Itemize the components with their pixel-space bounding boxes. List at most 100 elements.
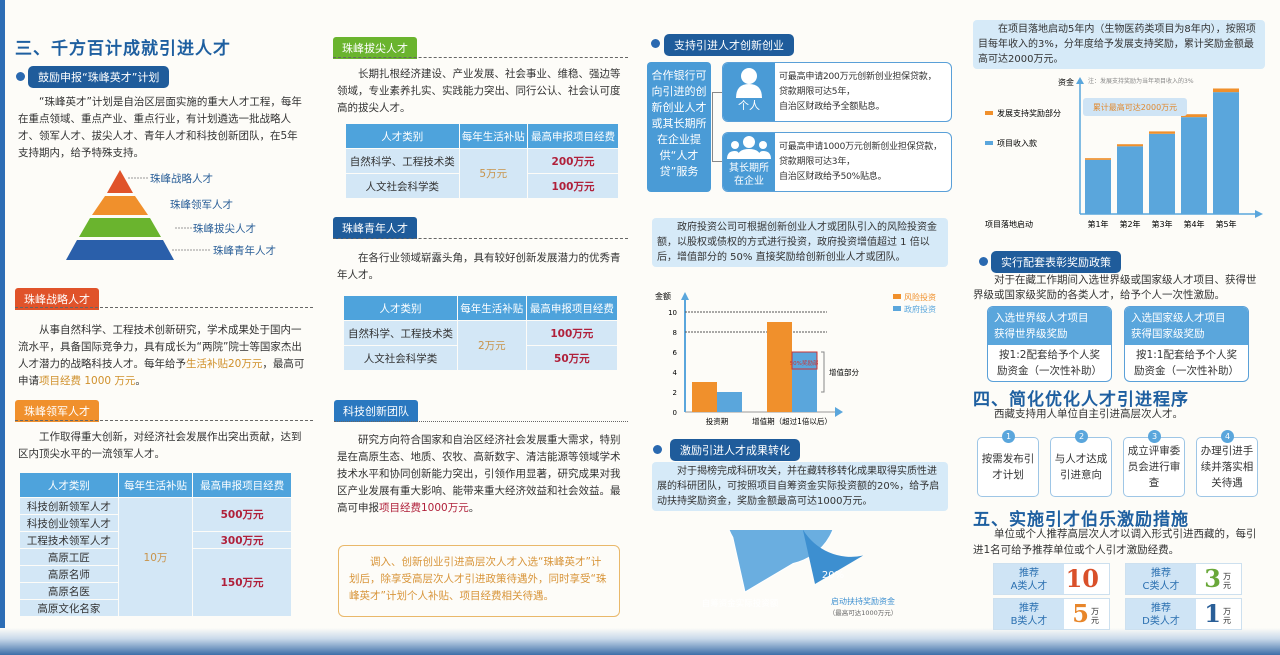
x-tick-label: 第2年 <box>1119 219 1140 229</box>
reward-value: 10万元 <box>1065 564 1099 619</box>
pill-award: 实行配套表彰奖励政策 <box>991 251 1121 273</box>
pyramid-label: 珠峰领军人才 <box>170 198 233 211</box>
section-five-title: 五、实施引才伯乐激励措施 <box>973 510 1189 530</box>
pyramid-level-3 <box>79 218 161 237</box>
y-axis-arrow <box>1076 77 1084 84</box>
reward-cell: 推荐 C类人才 3 万元 <box>1125 563 1242 595</box>
pyramid-level-1 <box>107 170 133 193</box>
bar <box>692 382 717 412</box>
legend-swatch <box>893 306 901 311</box>
pyramid-label: 珠峰拔尖人才 <box>193 222 256 235</box>
pie-sub-label: （最高可达1000万元） <box>829 608 898 617</box>
group-icon: 其长期所在企业 <box>723 133 775 191</box>
tag-leading: 珠峰领军人才 <box>15 400 99 422</box>
pie-label: 启动扶持奖励资金 <box>831 596 895 606</box>
annotation-box <box>791 351 818 370</box>
award-text: 对于在藏工作期间入选世界级或国家级人才项目、获得世界级或国家级奖励的各类人才，给… <box>973 274 1257 301</box>
reward-value: 3 万元 <box>1204 564 1231 593</box>
bar-revenue <box>1117 146 1143 214</box>
divider <box>334 421 628 422</box>
x-tick-label: 投资期 <box>706 416 729 426</box>
dev-support-text: 在项目落地启动5年内（生物医药类项目为8年内），按照项目每年收入的3%，分年度给… <box>973 20 1265 69</box>
tag-strategic: 珠峰战略人才 <box>15 288 99 310</box>
divider <box>333 57 628 58</box>
pill-transfer: 激励引进人才成果转化 <box>670 439 800 461</box>
process-step: 办理引进手续并落实相关待遇 <box>1196 437 1258 497</box>
card-who: 个人 <box>738 99 760 112</box>
tag-team: 科技创新团队 <box>334 400 418 422</box>
tag-top-talent: 珠峰拔尖人才 <box>333 37 417 59</box>
pie-value-label: 20% <box>822 570 844 581</box>
strategic-text: 从事自然科学、工程技术创新研究，学术成果处于国内一流水平，具备国际竞争力，具有成… <box>18 324 305 387</box>
x-tick-label: 第1年 <box>1087 219 1108 229</box>
youth-table: 人才类别 每年生活补贴 最高申报项目经费 自然科学、工程技术类 2万元 100万元 人文… <box>343 295 618 371</box>
annotation-label: 50%奖励部 <box>790 359 819 367</box>
reward-label: 推荐 B类人才 <box>994 599 1064 629</box>
top-talent-text: 长期扎根经济建设、产业发展、社会事业、维稳、强边等领域，专业素养扎实、实践能力突… <box>337 68 621 114</box>
step-number: 4 <box>1221 430 1234 443</box>
reward-cell: 推荐 B类人才 5 万元 <box>993 598 1110 630</box>
dev-support-stacked-chart: 资金 注：发展支持奖励为当年项目收入的3% 项目落地启动 第1年 第2年 第3年 第4年 第5… <box>985 77 1263 229</box>
pie-label: 自筹资金实际投资额 <box>702 598 779 609</box>
youth-text: 在各行业领域崭露头角，具有较好创新发展潜力的优秀青年人才。 <box>337 252 621 281</box>
bar-revenue <box>1213 92 1239 214</box>
mountain-decoration <box>0 628 1280 655</box>
bullet-dot <box>653 445 662 454</box>
bar-reward <box>1117 144 1143 147</box>
x-tick-label: 增值期（超过1倍以后） <box>752 416 832 426</box>
card-lines: 可最高申请1000万元创新创业担保贷款， 贷款期限可达3年， 自治区财政给予50%贴… <box>779 142 942 182</box>
y-tick-label: 8 <box>673 329 677 337</box>
legend-swatch <box>985 111 993 115</box>
section-four-sub: 西藏支持用人单位自主引进高层次人才。 <box>994 408 1183 420</box>
reward-value: 1 万元 <box>1204 599 1231 628</box>
y-tick-label: 2 <box>673 389 677 397</box>
pie-slice-reward <box>802 530 864 584</box>
legend-swatch <box>893 294 901 299</box>
legend-label: 项目收入款 <box>997 138 1037 148</box>
transfer-text: 对于揭榜完成科研攻关，并在藏转移转化成果取得实质性进展的科研团队，可按照项目自筹… <box>652 462 948 511</box>
person-icon: 个人 <box>723 63 775 121</box>
process-step: 按需发布引才计划 <box>977 437 1039 497</box>
bar-reward <box>1181 114 1207 118</box>
loan-card-individual: 个人 可最高申请200万元创新创业担保贷款， 贷款期限可达5年， 自治区财政给予全额… <box>722 62 952 122</box>
baseline-label: 项目落地启动 <box>985 219 1033 229</box>
award-card-world: 入选世界级人才项目 获得世界级奖励 按1:2配套给予个人奖励资金（一次性补助） <box>987 306 1112 382</box>
legend-label: 政府投资 <box>904 304 936 314</box>
reward-label: 推荐 D类人才 <box>1126 599 1196 629</box>
x-tick-label: 第3年 <box>1151 219 1172 229</box>
reward-label: 推荐 C类人才 <box>1126 564 1196 594</box>
bullet-dot <box>979 257 988 266</box>
bar <box>792 352 817 412</box>
pyramid-level-2 <box>92 196 148 215</box>
callout-label: 累计最高可达2000万元 <box>1093 102 1177 112</box>
loan-card-enterprise: 其长期所在企业 可最高申请1000万元创新创业担保贷款， 贷款期限可达3年， 自治区… <box>722 132 952 192</box>
x-axis-arrow <box>835 407 843 417</box>
legend-label: 风险投资 <box>904 292 936 302</box>
award-card-national: 入选国家级人才项目 获得国家级奖励 按1:1配套给予个人奖励资金（一次性补助） <box>1124 306 1249 382</box>
x-axis-arrow <box>1255 210 1263 218</box>
reward-value: 5 万元 <box>1072 599 1099 628</box>
legend-label: 发展支持奖励部分 <box>997 108 1061 118</box>
y-tick-label: 0 <box>673 409 677 417</box>
pyramid-label: 珠峰青年人才 <box>213 244 276 257</box>
bullet-dot <box>16 72 25 81</box>
chart-note: 注：发展支持奖励为当年项目收入的3% <box>1088 77 1194 85</box>
bar-revenue <box>1085 159 1111 214</box>
leading-table: 人才类别 每年生活补贴 最高申报项目经费 科技创新领军人才 10万 500万元 科技创业… <box>19 472 292 617</box>
annotation-label: 增值部分 <box>829 367 859 377</box>
section-four-title: 四、简化优化人才引进程序 <box>973 390 1189 410</box>
leading-text: 工作取得重大创新，对经济社会发展作出突出贡献，达到区内顶尖水平的一流领军人才。 <box>18 431 302 460</box>
bracket <box>821 351 825 393</box>
connector <box>712 92 722 162</box>
step-number: 3 <box>1148 430 1161 443</box>
pyramid-level-4 <box>66 240 174 260</box>
bar-reward <box>1213 88 1239 93</box>
y-tick-label: 4 <box>673 369 678 377</box>
tag-youth: 珠峰青年人才 <box>333 217 417 239</box>
bar-reward <box>1085 158 1111 160</box>
bar-revenue <box>1181 117 1207 214</box>
y-axis-label: 资金 <box>1058 77 1074 87</box>
talent-pyramid: 珠峰战略人才 珠峰领军人才 珠峰拔尖人才 珠峰青年人才 <box>66 170 276 260</box>
bar-revenue <box>1149 133 1175 214</box>
